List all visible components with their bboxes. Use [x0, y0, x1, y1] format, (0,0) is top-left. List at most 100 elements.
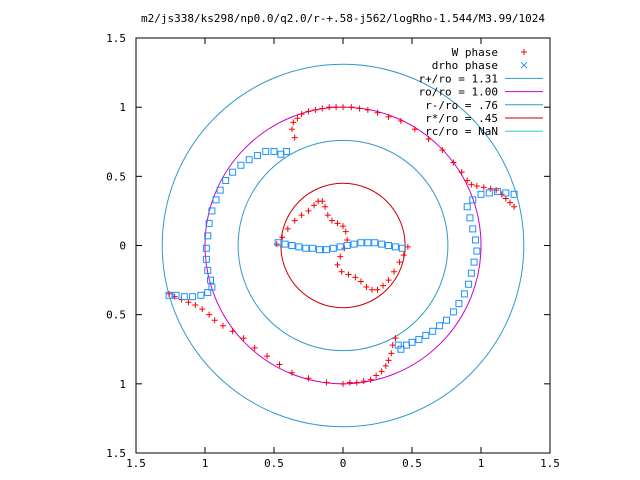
- w-phase-point: [357, 278, 364, 285]
- w-phase-point: [340, 380, 346, 387]
- drho-phase-point: [202, 255, 210, 263]
- drho-phase-point: [270, 147, 278, 155]
- w-phase-point: [382, 362, 389, 369]
- w-phase-point: [251, 344, 258, 351]
- w-phase-point: [344, 236, 351, 243]
- w-phase-point: [374, 286, 381, 293]
- w-phase-point: [185, 299, 192, 306]
- drho-phase-point: [180, 293, 188, 301]
- drho-phase-point: [470, 258, 478, 266]
- w-phase-point: [502, 195, 509, 202]
- data-points: [165, 104, 518, 387]
- drho-phase-point: [402, 341, 410, 349]
- drho-phase-point: [357, 239, 365, 247]
- drho-phase-point: [436, 322, 444, 330]
- w-phase-point: [333, 104, 340, 111]
- w-phase-point: [288, 126, 295, 133]
- w-phase-point: [294, 115, 301, 122]
- drho-phase-point: [429, 327, 437, 335]
- w-phase-point: [298, 212, 305, 219]
- x-tick-label: 0: [340, 457, 347, 470]
- w-phase-point: [323, 379, 330, 386]
- w-phase-point: [360, 378, 367, 385]
- drho-phase-point: [469, 196, 477, 204]
- w-phase-point: [506, 199, 513, 206]
- drho-phase-point: [350, 240, 358, 248]
- w-phase-point: [458, 169, 465, 176]
- legend-label: drho phase: [432, 59, 498, 72]
- drho-phase-point: [309, 244, 317, 252]
- axis-ticks: 1.5 1 0.5 0 0.5 1 1.51.510.500.511.5: [106, 32, 560, 470]
- drho-phase-point: [422, 331, 430, 339]
- legend-marker: [520, 61, 528, 69]
- drho-phase-point: [208, 283, 216, 291]
- w-phase-point: [240, 335, 247, 342]
- w-phase-point: [340, 223, 346, 230]
- w-phase-point: [199, 306, 206, 313]
- w-phase-point: [326, 104, 333, 111]
- y-tick-label: 1.5: [106, 32, 126, 45]
- w-phase-point: [276, 361, 283, 368]
- w-phase-point: [346, 379, 353, 386]
- w-phase-point: [328, 217, 335, 224]
- w-phase-point: [404, 243, 411, 250]
- drho-phase-point: [322, 246, 330, 254]
- drho-phase-point: [212, 196, 220, 204]
- y-tick-label: 0.5: [106, 309, 126, 322]
- legend-label: r+/ro = 1.31: [419, 72, 498, 85]
- w-phase-point: [279, 234, 286, 241]
- w-phase-point: [324, 212, 331, 219]
- w-phase-point: [364, 106, 371, 113]
- w-phase-point: [319, 105, 326, 112]
- x-tick-label: 1.5: [126, 457, 146, 470]
- drho-phase-point: [216, 186, 224, 194]
- drho-phase-point: [510, 190, 518, 198]
- w-phase-point: [400, 252, 407, 259]
- w-phase-point: [284, 225, 291, 232]
- w-phase-point: [305, 108, 312, 115]
- drho-phase-point: [336, 243, 344, 251]
- w-phase-point: [464, 177, 471, 184]
- drho-phase-point: [394, 341, 402, 349]
- drho-phase-point: [449, 308, 457, 316]
- w-phase-point: [219, 322, 226, 329]
- x-tick-label: 0.5: [402, 457, 422, 470]
- w-phase-point: [487, 185, 494, 192]
- radius-circle: [237, 139, 449, 352]
- drho-phase-point: [415, 336, 423, 344]
- w-phase-point: [385, 277, 392, 284]
- drho-phase-point: [329, 244, 337, 252]
- drho-phase-point: [274, 239, 282, 247]
- w-phase-point: [290, 119, 297, 126]
- w-phase-point: [411, 126, 418, 133]
- y-tick-label: 0.5: [106, 170, 126, 183]
- w-phase-point: [334, 220, 341, 227]
- drho-phase-point: [502, 189, 510, 197]
- drho-phase-point: [469, 225, 477, 233]
- w-phase-point: [319, 198, 326, 205]
- drho-phase-point: [207, 276, 215, 284]
- w-phase-point: [450, 159, 457, 166]
- x-tick-label: 1: [202, 457, 209, 470]
- drho-phase-point: [477, 190, 485, 198]
- drho-phase-point: [485, 189, 493, 197]
- w-phase-point: [206, 311, 213, 318]
- w-phase-point: [342, 228, 349, 235]
- drho-phase-point: [222, 176, 230, 184]
- drho-phase-point: [262, 147, 270, 155]
- legend-label: rc/ro = NaN: [425, 125, 498, 138]
- w-phase-point: [363, 284, 370, 290]
- w-phase-point: [322, 203, 329, 210]
- w-phase-point: [305, 375, 312, 382]
- y-tick-label: 1.5: [106, 447, 126, 460]
- drho-phase-point: [197, 291, 205, 299]
- w-phase-point: [264, 353, 271, 360]
- drho-phase-point: [471, 236, 479, 244]
- y-tick-label: 1: [119, 101, 126, 114]
- w-phase-point: [389, 342, 396, 349]
- drho-phase-point: [378, 240, 386, 248]
- drho-phase-point: [316, 246, 324, 254]
- w-phase-point: [473, 183, 480, 190]
- w-phase-point: [334, 261, 341, 268]
